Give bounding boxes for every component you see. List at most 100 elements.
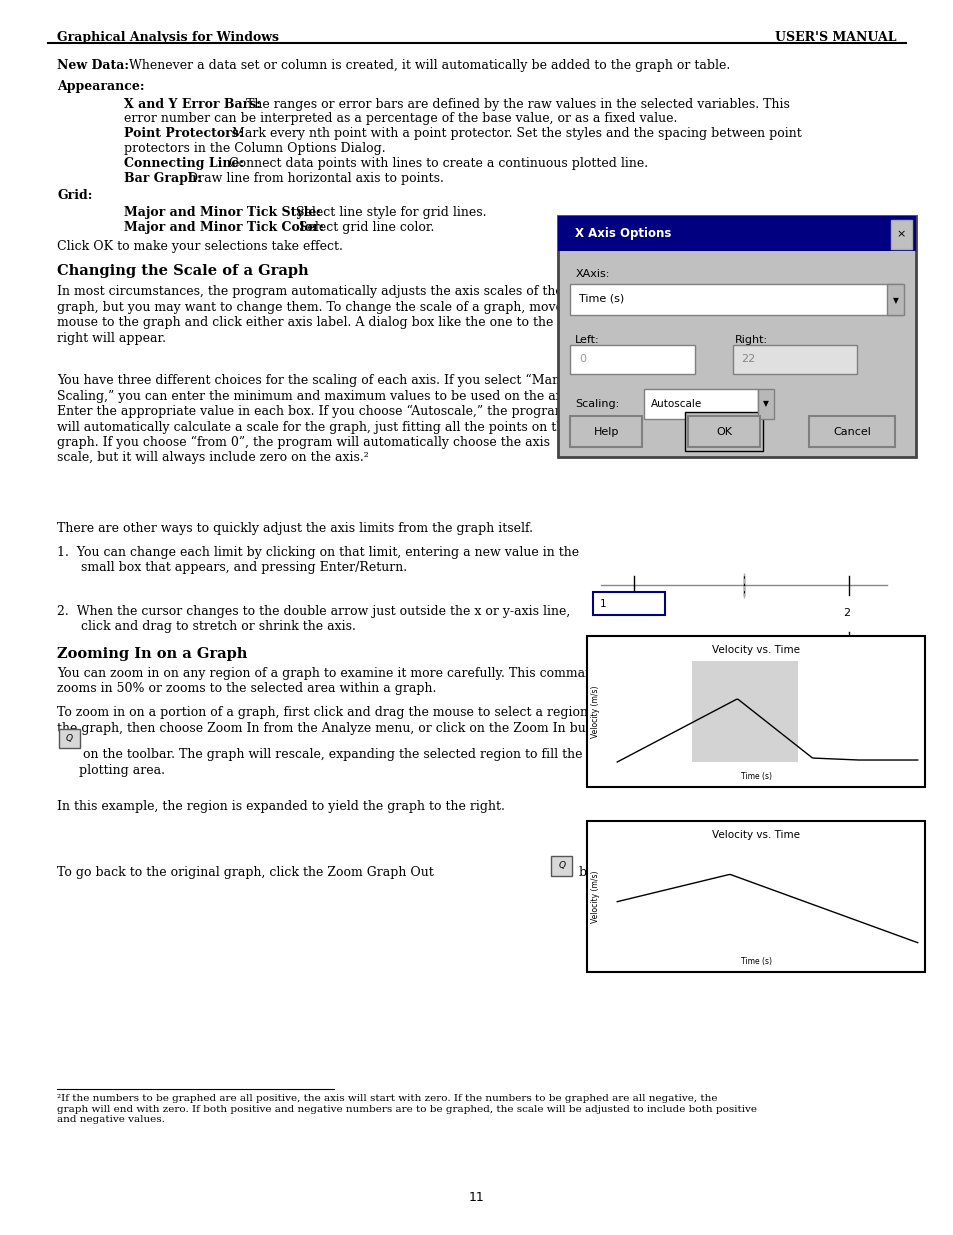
Text: Major and Minor Tick Style:: Major and Minor Tick Style: — [124, 206, 320, 220]
Text: Time (s): Time (s) — [578, 294, 623, 304]
Text: 1.5: 1.5 — [837, 767, 846, 772]
Text: You have three different choices for the scaling of each axis. If you select “Ma: You have three different choices for the… — [57, 374, 579, 388]
Text: Select line style for grid lines.: Select line style for grid lines. — [295, 206, 486, 220]
Text: Mark every nth point with a point protector. Set the styles and the spacing betw: Mark every nth point with a point protec… — [232, 127, 801, 141]
Text: Help: Help — [593, 427, 618, 437]
Text: zooms in 50% or zooms to the selected area within a graph.: zooms in 50% or zooms to the selected ar… — [57, 682, 436, 695]
Text: Velocity (m/s): Velocity (m/s) — [590, 685, 599, 737]
Text: X Axis Options: X Axis Options — [575, 227, 671, 240]
Text: 1.1: 1.1 — [837, 952, 846, 957]
Text: click and drag to stretch or shrink the axis.: click and drag to stretch or shrink the … — [81, 620, 355, 634]
Text: 0.9: 0.9 — [761, 952, 772, 957]
Bar — [732, 345, 856, 374]
Bar — [558, 216, 915, 251]
Bar — [570, 416, 641, 447]
Text: Graphical Analysis for Windows: Graphical Analysis for Windows — [57, 31, 279, 44]
Bar — [570, 284, 901, 315]
Bar — [886, 284, 903, 315]
Text: graph, but you may want to change them. To change the scale of a graph, move the: graph, but you may want to change them. … — [57, 301, 587, 314]
Text: right will appear.: right will appear. — [57, 331, 166, 345]
Text: OK: OK — [716, 427, 731, 437]
Text: In this example, the region is expanded to yield the graph to the right.: In this example, the region is expanded … — [57, 800, 504, 814]
Bar — [586, 636, 924, 787]
Bar — [551, 856, 572, 876]
Text: 0.0: 0.0 — [612, 767, 621, 772]
Text: X and Y Error Bars:: X and Y Error Bars: — [124, 98, 260, 111]
Text: Select grid line color.: Select grid line color. — [298, 221, 434, 235]
Text: There are other ways to quickly adjust the axis limits from the graph itself.: There are other ways to quickly adjust t… — [57, 522, 533, 536]
Text: Left:: Left: — [575, 335, 599, 345]
Text: 1.3: 1.3 — [912, 952, 922, 957]
Bar — [570, 345, 694, 374]
Bar — [758, 389, 773, 419]
Text: Whenever a data set or column is created, it will automatically be added to the : Whenever a data set or column is created… — [129, 59, 729, 73]
Text: 11: 11 — [469, 1192, 484, 1204]
Text: 0.7: 0.7 — [687, 952, 697, 957]
Text: Zooming In on a Graph: Zooming In on a Graph — [57, 647, 248, 661]
Text: 1: 1 — [599, 599, 606, 609]
Text: Connecting Line:: Connecting Line: — [124, 157, 244, 170]
Text: mouse to the graph and click either axis label. A dialog box like the one to the: mouse to the graph and click either axis… — [57, 316, 553, 330]
Text: The ranges or error bars are defined by the raw values in the selected variables: The ranges or error bars are defined by … — [246, 98, 789, 111]
Text: the graph, then choose Zoom In from the Analyze menu, or click on the Zoom In bu: the graph, then choose Zoom In from the … — [57, 721, 611, 735]
Text: Point Protectors:: Point Protectors: — [124, 127, 243, 141]
Text: Q: Q — [558, 861, 565, 871]
Text: 10: 10 — [847, 664, 861, 674]
Text: Velocity vs. Time: Velocity vs. Time — [711, 830, 800, 840]
Text: In most circumstances, the program automatically adjusts the axis scales of the: In most circumstances, the program autom… — [57, 285, 562, 299]
Text: 22: 22 — [740, 354, 755, 364]
Bar — [692, 661, 797, 762]
Text: Click OK to make your selections take effect.: Click OK to make your selections take ef… — [57, 240, 343, 253]
Bar — [59, 729, 80, 748]
Bar — [586, 821, 924, 972]
Text: Scaling:: Scaling: — [575, 399, 618, 409]
Text: USER'S MANUAL: USER'S MANUAL — [775, 31, 896, 44]
Bar — [643, 389, 758, 419]
Text: XAxis:: XAxis: — [575, 269, 609, 279]
Text: Time (s): Time (s) — [740, 957, 771, 966]
Text: protectors in the Column Options Dialog.: protectors in the Column Options Dialog. — [124, 142, 385, 156]
Text: 0.5: 0.5 — [687, 767, 697, 772]
Text: ×: × — [896, 230, 905, 240]
Text: Cancel: Cancel — [832, 427, 870, 437]
Text: 1.0: 1.0 — [761, 767, 772, 772]
Text: will automatically calculate a scale for the graph, just fitting all the points : will automatically calculate a scale for… — [57, 420, 571, 433]
Text: Autoscale: Autoscale — [650, 399, 701, 409]
Text: Right:: Right: — [734, 335, 767, 345]
Text: ▼: ▼ — [892, 295, 898, 305]
Text: Velocity (m/s): Velocity (m/s) — [590, 871, 599, 923]
Text: on the toolbar. The graph will rescale, expanding the selected region to fill th: on the toolbar. The graph will rescale, … — [79, 748, 582, 762]
Text: ▼: ▼ — [762, 399, 768, 409]
Text: Connect data points with lines to create a continuous plotted line.: Connect data points with lines to create… — [229, 157, 647, 170]
Text: scale, but it will always include zero on the axis.²: scale, but it will always include zero o… — [57, 451, 369, 464]
Bar — [593, 592, 664, 615]
Text: 1.  You can change each limit by clicking on that limit, entering a new value in: 1. You can change each limit by clicking… — [57, 546, 578, 559]
Text: button on the toolbar.: button on the toolbar. — [575, 866, 716, 879]
Text: ²If the numbers to be graphed are all positive, the axis will start with zero. I: ²If the numbers to be graphed are all po… — [57, 1094, 757, 1124]
Text: Changing the Scale of a Graph: Changing the Scale of a Graph — [57, 264, 309, 278]
Text: 2.0: 2.0 — [912, 767, 922, 772]
Text: plotting area.: plotting area. — [79, 763, 165, 777]
Text: Grid:: Grid: — [57, 189, 92, 203]
Text: Q: Q — [66, 734, 73, 743]
Text: Bar Graph:: Bar Graph: — [124, 172, 201, 185]
Bar — [558, 216, 915, 457]
Text: 2.  When the cursor changes to the double arrow just outside the x or y-axis lin: 2. When the cursor changes to the double… — [57, 605, 570, 619]
Text: small box that appears, and pressing Enter/Return.: small box that appears, and pressing Ent… — [81, 561, 407, 574]
Text: To zoom in on a portion of a graph, first click and drag the mouse to select a r: To zoom in on a portion of a graph, firs… — [57, 706, 607, 720]
Text: 2: 2 — [841, 608, 849, 618]
Bar — [684, 412, 762, 451]
Text: error number can be interpreted as a percentage of the base value, or as a fixed: error number can be interpreted as a per… — [124, 112, 677, 126]
Text: 0: 0 — [578, 354, 585, 364]
Text: Time (s): Time (s) — [740, 772, 771, 781]
Text: Major and Minor Tick Color:: Major and Minor Tick Color: — [124, 221, 324, 235]
Text: Draw line from horizontal axis to points.: Draw line from horizontal axis to points… — [188, 172, 443, 185]
Text: graph. If you choose “from 0”, the program will automatically choose the axis: graph. If you choose “from 0”, the progr… — [57, 436, 550, 450]
Text: Appearance:: Appearance: — [57, 80, 145, 94]
Text: Scaling,” you can enter the minimum and maximum values to be used on the axis.: Scaling,” you can enter the minimum and … — [57, 390, 577, 403]
Text: New Data:: New Data: — [57, 59, 129, 73]
Text: To go back to the original graph, click the Zoom Graph Out: To go back to the original graph, click … — [57, 866, 434, 879]
Text: Enter the appropriate value in each box. If you choose “Autoscale,” the program: Enter the appropriate value in each box.… — [57, 405, 566, 419]
Text: Velocity vs. Time: Velocity vs. Time — [711, 645, 800, 655]
Bar — [808, 416, 894, 447]
